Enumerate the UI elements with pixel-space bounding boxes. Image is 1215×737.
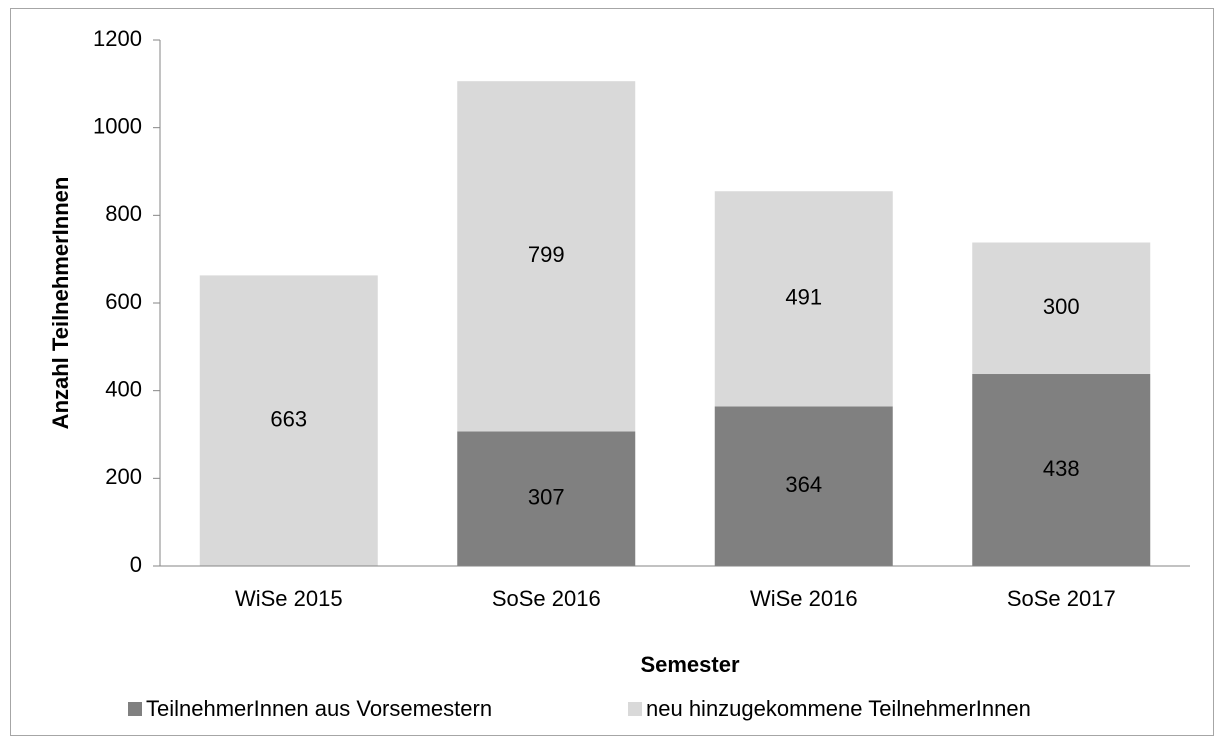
bar-segment: [714, 191, 893, 407]
legend-swatch: [128, 702, 142, 716]
x-tick-label: SoSe 2016: [492, 586, 601, 611]
bar-segment: [457, 431, 636, 566]
data-label: 307: [528, 485, 565, 510]
legend-swatch: [628, 702, 642, 716]
x-axis-title: Semester: [640, 652, 740, 677]
y-tick-label: 1200: [93, 26, 142, 51]
y-tick-label: 1000: [93, 113, 142, 138]
x-tick-label: SoSe 2017: [1007, 586, 1116, 611]
data-label: 491: [785, 285, 822, 310]
y-tick-label: 0: [130, 552, 142, 577]
x-tick-label: WiSe 2015: [235, 586, 343, 611]
data-label: 364: [785, 472, 822, 497]
y-tick-label: 400: [105, 376, 142, 401]
y-tick-label: 600: [105, 289, 142, 314]
data-label: 300: [1043, 294, 1080, 319]
x-tick-label: WiSe 2016: [750, 586, 858, 611]
bar-segment: [972, 242, 1151, 375]
bar-segment: [457, 81, 636, 432]
bar-segment: [972, 374, 1151, 566]
legend-label: TeilnehmerInnen aus Vorsemestern: [146, 696, 492, 721]
bar-segment: [714, 406, 893, 566]
data-label: 799: [528, 242, 565, 267]
legend-label: neu hinzugekommene TeilnehmerInnen: [646, 696, 1031, 721]
data-label: 438: [1043, 456, 1080, 481]
y-tick-label: 800: [105, 201, 142, 226]
bar-segment: [199, 275, 378, 566]
data-label: 663: [270, 407, 307, 432]
y-tick-label: 200: [105, 464, 142, 489]
y-axis-title: Anzahl TeilnehmerInnen: [48, 177, 73, 430]
